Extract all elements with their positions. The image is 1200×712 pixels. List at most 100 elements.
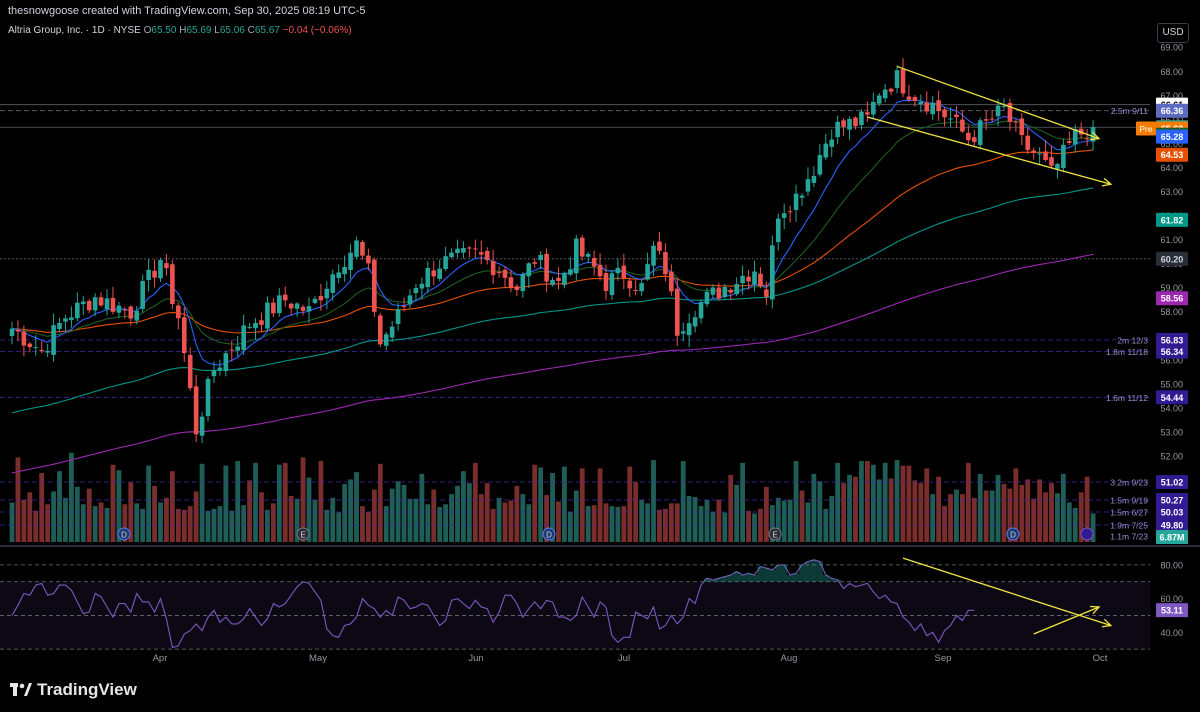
volume-bar [1007,488,1013,542]
candle-body [817,155,823,175]
volume-bar [276,464,282,542]
candle-body [829,139,835,147]
candle [888,87,894,96]
candle-body [484,250,490,261]
candle [176,302,181,330]
volume-bar [936,476,942,542]
volume-bar [942,506,947,542]
price-scale-label-bg [1156,129,1188,144]
candle-body [176,305,181,319]
candle [1067,131,1072,146]
candle-body [45,350,50,353]
volume-bar [532,464,538,542]
price-scale-label-bg [1156,518,1188,532]
volume-bar [585,506,591,542]
price-scale-label: 61.82 [1156,212,1188,227]
time-tick-label: Jun [468,653,483,664]
candle-body [775,218,781,243]
volume-bar [401,484,407,542]
candle-body [900,68,906,94]
candle-body [764,289,769,297]
candle-body [1043,151,1048,161]
candle [45,343,50,358]
volume-bar [562,466,567,542]
candle-body [92,297,98,311]
volume-bar [918,483,924,542]
candle [336,264,341,284]
price-tick-label: 63.00 [1160,187,1183,197]
volume-bar [259,492,264,542]
price-scale-label-text: 49.80 [1161,521,1184,531]
candle-body [627,280,633,289]
earnings-circle [768,527,782,541]
candle [728,287,734,301]
chart-area[interactable]: D D D E E 69.00 68.00 67.00 66.00 65.00 64.00 63.00… [0,22,1200,668]
candle [924,91,930,115]
candle-body [372,259,377,312]
tradingview-logo[interactable]: TradingView [10,680,137,700]
low-key: L [214,25,220,36]
candle [698,299,704,324]
candle [989,109,995,123]
candle [562,271,567,289]
volume-bar [9,502,15,542]
level-note: 1.5m 9/19 [1110,496,1148,506]
trendline-segment [1033,606,1100,635]
price-scale-label-text: 56.83 [1161,335,1184,345]
candle-body [170,264,175,305]
candle [847,116,852,140]
candle-body [324,288,330,299]
candle-body [698,302,704,319]
price-scale-label-bg [1156,390,1188,405]
candle [651,241,656,276]
candle [704,287,710,308]
ema200-line [11,253,1094,474]
candle-body [686,323,692,336]
candle-body [51,325,56,355]
candle [63,314,68,331]
candle-body [1049,157,1054,166]
volume-bar [21,499,27,542]
candle [1061,138,1066,173]
price-scale-label-text: 60.20 [1161,254,1184,264]
chart-svg[interactable]: D D D E E 69.00 68.00 67.00 66.00 65.00 64.00 63.00… [0,22,1200,668]
candle-body [9,328,15,336]
candle [1031,147,1036,160]
trendline-arrowhead [1101,618,1113,628]
price-tick-label: 54.00 [1160,403,1183,413]
candle [312,295,318,305]
volume-bar [995,474,1001,542]
close-value: 65.67 [254,25,280,36]
candle [942,107,947,127]
candle-body [128,306,134,319]
candle-body [271,302,276,314]
candle-body [888,88,894,92]
volume-bar [716,499,722,542]
volume-bar [793,461,799,542]
candle [181,307,187,362]
volume-bar [835,462,841,542]
candle [954,106,959,129]
price-tick-label: 69.00 [1160,43,1183,53]
price-tick-label: 61.00 [1160,235,1183,245]
currency-button[interactable]: USD [1157,23,1189,43]
candle [532,258,538,268]
change-value: −0.04 (−0.06%) [282,25,352,36]
candle [419,277,425,300]
price-tick-label: 52.00 [1160,451,1183,461]
candle [1025,127,1031,154]
candle-body [912,97,918,101]
candle [473,239,478,259]
candle [977,117,983,150]
volume-bar [763,486,769,542]
price-scale-label-bg [1156,103,1188,118]
candle-body [1037,153,1042,155]
price-scale-label: 56.83 [1156,332,1188,347]
time-tick-label: Oct [1093,653,1108,664]
candle [217,359,223,376]
candle [639,279,644,296]
volume-bar [235,461,241,542]
trendline [1033,605,1101,635]
candle [158,257,163,282]
candle-body [164,263,169,269]
